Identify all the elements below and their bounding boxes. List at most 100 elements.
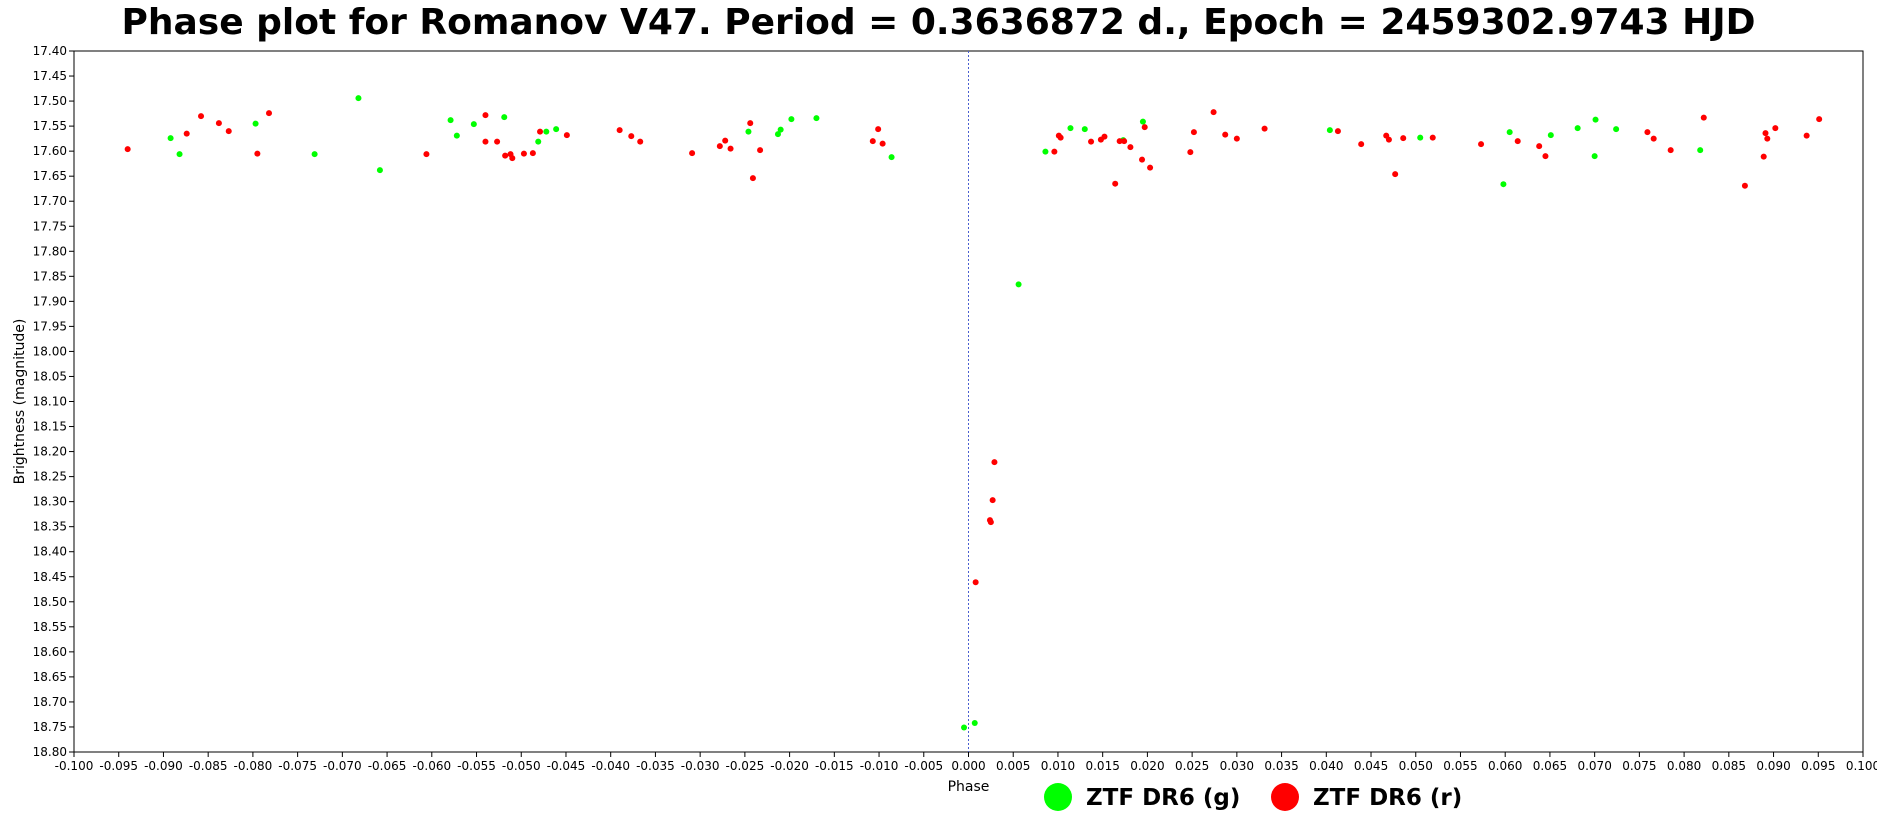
data-point-series-1 [961, 724, 968, 731]
data-point-series-1 [1417, 134, 1424, 141]
data-point-series-1 [1591, 153, 1598, 160]
y-tick-label: 18.80 [33, 745, 67, 759]
y-tick-label: 18.20 [33, 445, 67, 459]
data-point-series-2 [869, 138, 876, 145]
axes: -0.100 -0.095 -0.090 -0.085 -0.080 -0.075 -0.0… [33, 44, 1877, 773]
y-tick-label: 17.65 [33, 169, 67, 183]
y-tick-label: 17.60 [33, 144, 67, 158]
data-point-series-1 [1506, 129, 1513, 136]
y-tick-label: 18.60 [33, 645, 67, 659]
x-tick-label: 0.065 [1533, 759, 1567, 773]
data-point-series-2 [716, 143, 723, 150]
y-tick-label: 18.30 [33, 495, 67, 509]
data-point-series-2 [1400, 135, 1407, 142]
data-point-series-2 [482, 138, 489, 145]
data-point-series-1 [453, 132, 460, 139]
data-point-series-2 [879, 140, 886, 147]
x-tick-label: -0.025 [726, 759, 765, 773]
data-point-series-2 [1187, 149, 1194, 156]
data-point-series-2 [1147, 164, 1154, 171]
data-point-series-1 [813, 115, 820, 122]
data-point-series-2 [529, 150, 536, 157]
y-tick-label: 18.65 [33, 670, 67, 684]
x-tick-label: -0.055 [457, 759, 496, 773]
data-point-series-1 [176, 151, 183, 158]
legend-label-series-2: ZTF DR6 (r) [1313, 785, 1462, 811]
data-point-series-2 [1088, 138, 1095, 145]
data-point-series-2 [1803, 132, 1810, 139]
data-point-series-1 [1067, 125, 1074, 132]
x-tick-label: -0.040 [591, 759, 630, 773]
x-tick-label: 0.020 [1130, 759, 1164, 773]
data-point-series-2 [689, 150, 696, 157]
data-point-series-2 [991, 459, 998, 466]
data-point-series-2 [1222, 131, 1229, 138]
data-point-series-1 [1500, 181, 1507, 188]
data-point-series-2 [509, 155, 516, 162]
x-tick-label: -0.045 [547, 759, 586, 773]
data-point-series-2 [225, 128, 232, 135]
data-point-series-2 [520, 150, 527, 157]
data-point-series-2 [1121, 138, 1128, 145]
data-point-series-2 [1334, 128, 1341, 135]
x-tick-label: -0.065 [368, 759, 407, 773]
data-point-series-2 [1667, 147, 1674, 154]
data-point-series-2 [1127, 144, 1134, 151]
y-tick-label: 17.75 [33, 219, 67, 233]
data-point-series-1 [252, 120, 259, 127]
data-point-series-1 [1697, 147, 1704, 154]
data-point-series-1 [888, 154, 895, 161]
data-point-series-2 [124, 146, 131, 153]
data-point-series-2 [989, 497, 996, 504]
x-tick-label: 0.030 [1220, 759, 1254, 773]
y-tick-label: 18.05 [33, 369, 67, 383]
y-tick-label: 18.25 [33, 470, 67, 484]
data-point-series-1 [167, 135, 174, 142]
x-tick-label: -0.010 [860, 759, 899, 773]
data-point-series-1 [1042, 148, 1049, 155]
y-tick-label: 17.50 [33, 94, 67, 108]
y-tick-label: 17.45 [33, 69, 67, 83]
data-point-series-2 [875, 126, 882, 133]
x-tick-label: -0.085 [189, 759, 228, 773]
data-point-series-1 [501, 114, 508, 121]
x-tick-label: -0.100 [55, 759, 94, 773]
data-point-series-1 [1574, 125, 1581, 132]
x-tick-label: -0.080 [234, 759, 273, 773]
data-point-series-1 [971, 719, 978, 726]
data-point-series-2 [1536, 143, 1543, 150]
data-point-series-1 [535, 138, 542, 145]
y-axis-label: Brightness (magnitude) [12, 319, 28, 485]
data-point-series-2 [215, 120, 222, 127]
data-point-series-1 [311, 151, 318, 158]
data-point-series-2 [254, 150, 261, 157]
data-point-series-2 [616, 127, 623, 134]
y-tick-label: 18.50 [33, 595, 67, 609]
data-point-series-2 [1116, 138, 1123, 145]
data-point-series-1 [543, 128, 550, 135]
data-point-series-2 [1057, 134, 1064, 141]
data-point-series-1 [1592, 116, 1599, 123]
data-point-series-2 [1429, 134, 1436, 141]
legend-label-series-1: ZTF DR6 (g) [1086, 785, 1240, 811]
data-point-series-1 [774, 131, 781, 138]
x-tick-label: -0.035 [636, 759, 675, 773]
data-point-series-1 [1139, 118, 1146, 125]
x-tick-label: -0.070 [323, 759, 362, 773]
data-point-series-2 [1644, 129, 1651, 136]
x-tick-label: 0.045 [1354, 759, 1388, 773]
data-point-series-1 [470, 121, 477, 128]
data-point-series-2 [987, 519, 994, 526]
data-point-series-2 [1478, 141, 1485, 148]
data-point-series-2 [502, 152, 509, 159]
data-point-series-2 [972, 579, 979, 586]
data-point-series-1 [1613, 126, 1620, 133]
data-points [124, 95, 1823, 731]
y-tick-label: 18.00 [33, 344, 67, 358]
x-axis-label: Phase [948, 779, 990, 795]
x-tick-label: 0.095 [1801, 759, 1835, 773]
data-point-series-1 [745, 128, 752, 135]
data-point-series-2 [266, 110, 273, 117]
data-point-series-2 [1261, 125, 1268, 132]
